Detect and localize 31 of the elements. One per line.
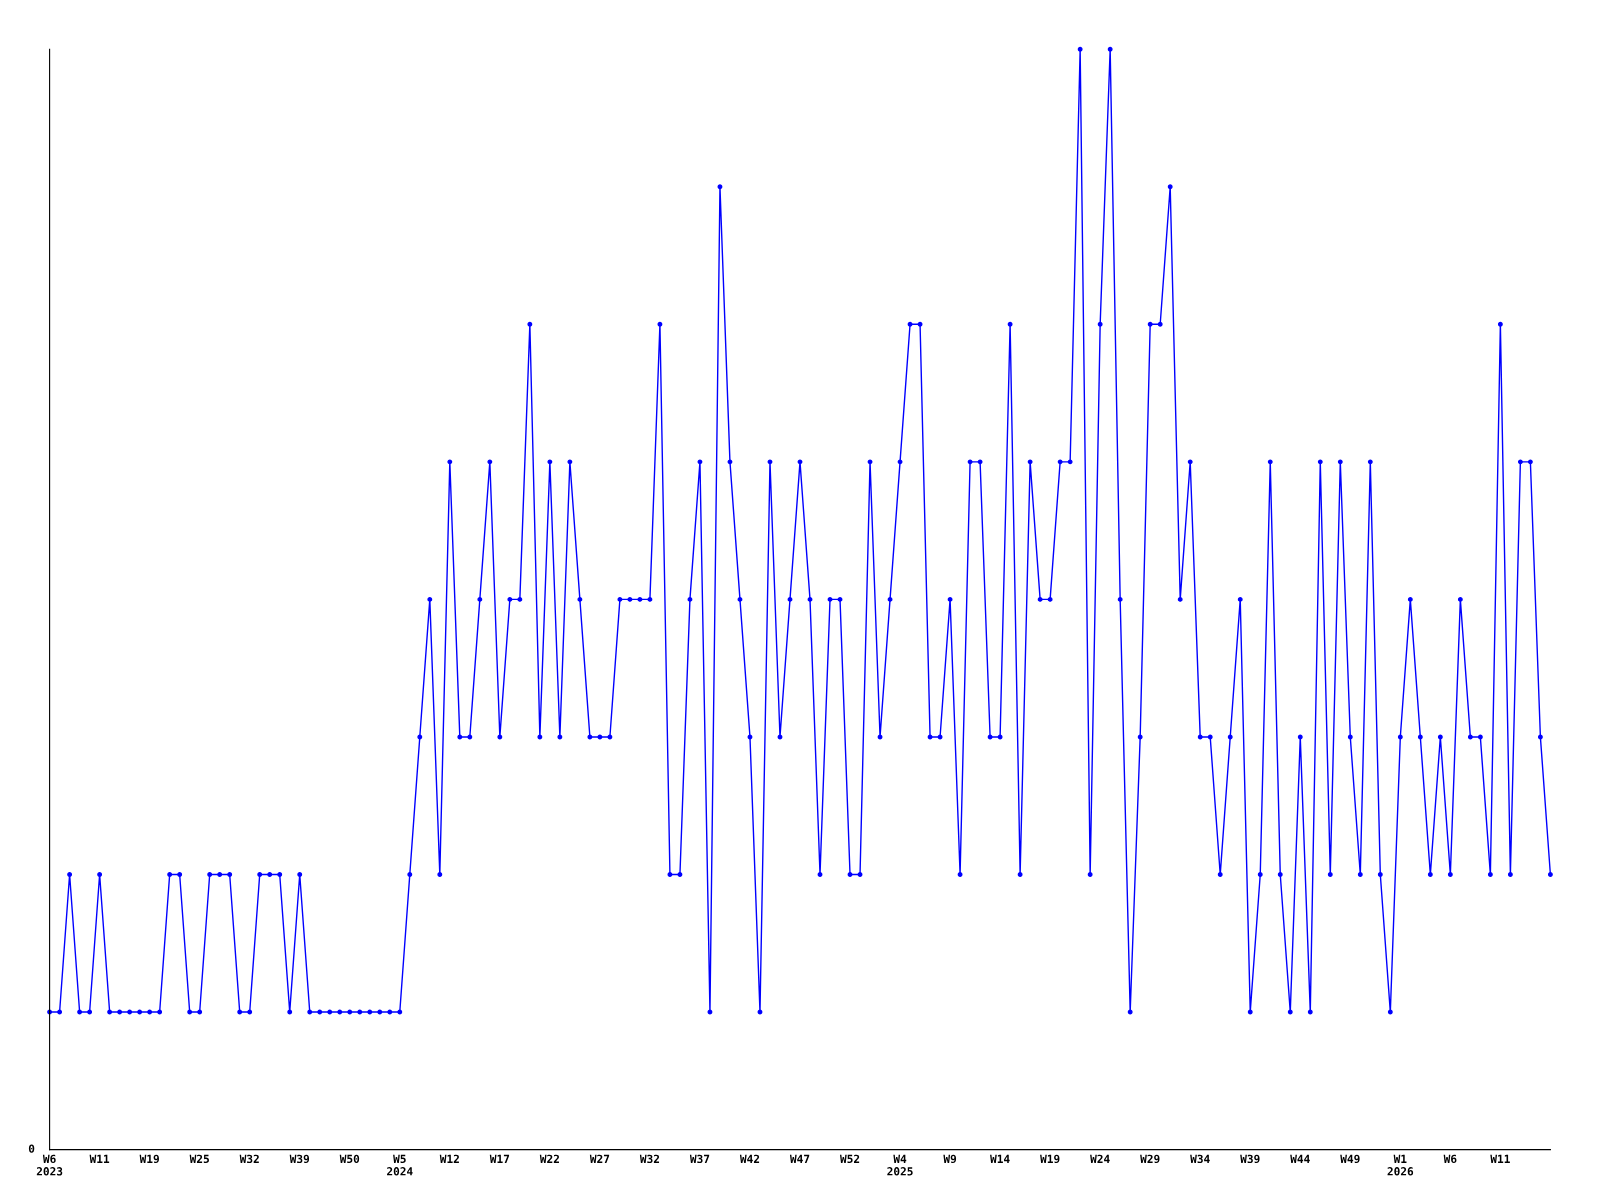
x-tick-label: W50 [339,1154,360,1164]
x-tick-label: W44 [1290,1154,1310,1163]
x-tick-label: W19 [1040,1154,1060,1164]
x-tick-label: W17 [489,1154,510,1163]
x-tick-label: W11 [1490,1154,1510,1163]
x-tick-label: W6 2023 [36,1154,63,1176]
x-tick-label: W22 [539,1154,559,1163]
x-tick-label: W49 [1340,1154,1360,1164]
x-tick-label: W25 [189,1154,209,1164]
x-tick-label: W5 2024 [387,1154,413,1176]
x-tick-label: W12 [439,1154,459,1163]
x-tick-label: W52 [839,1154,860,1164]
x-tick-label: W9 [943,1154,957,1164]
x-tick-label: W1 2026 [1387,1154,1414,1176]
x-tick-label: W39 [289,1154,310,1164]
x-tick-label: W42 [739,1154,760,1163]
x-tick-label: W6 [1443,1154,1457,1164]
x-tick-label: W27 [589,1154,610,1163]
x-tick-label: W24 [1090,1154,1110,1163]
x-tick-label: W4 2025 [887,1154,913,1176]
x-tick-label: W32 [639,1154,660,1164]
text: 0 [28,1144,35,1153]
x-tick-label: W39 [1240,1154,1260,1164]
x-tick-label: W11 [89,1154,110,1163]
x-tick-label: W19 [139,1154,159,1164]
x-tick-label: W32 [239,1154,259,1164]
x-tick-label: W34 [1190,1154,1210,1164]
x-tick-label: W47 [789,1154,810,1163]
x-tick-label: W37 [689,1154,710,1164]
x-tick-label: W29 [1140,1154,1160,1164]
x-tick-label: W14 [990,1154,1010,1163]
